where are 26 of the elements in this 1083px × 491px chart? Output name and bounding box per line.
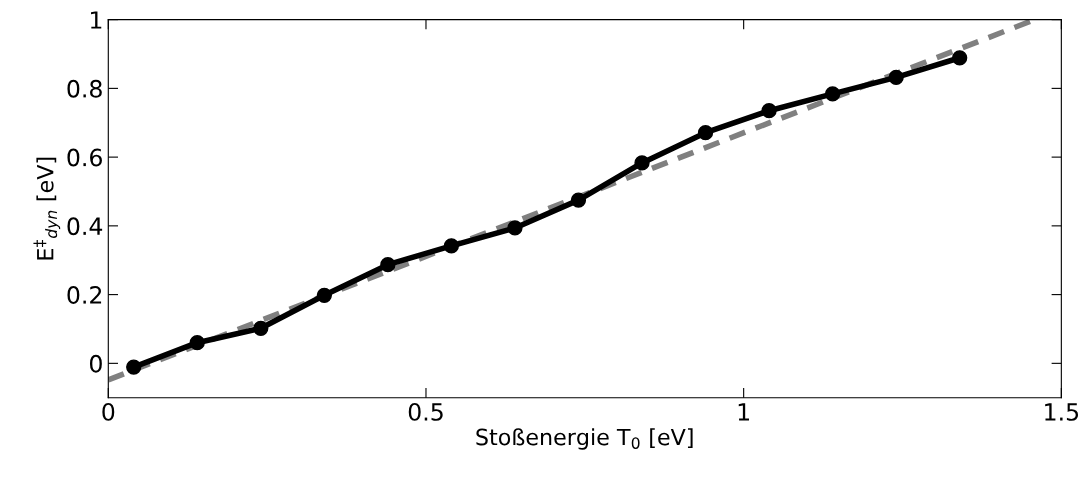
point	[634, 155, 650, 171]
point	[507, 220, 523, 236]
y-tick-label: 1	[91, 11, 102, 29]
point	[443, 238, 460, 254]
y-axis-title: E$^{‡}$$_{dyn}$ [eV]	[33, 157, 61, 260]
x-tick-label: 1	[738, 403, 749, 421]
x-axis-title: Stoßenergie T$_{0}$ [eV]	[476, 428, 693, 450]
point	[189, 335, 205, 351]
point	[952, 50, 968, 66]
point	[761, 103, 777, 119]
x-tick-label: 0.5	[408, 402, 443, 421]
point	[570, 192, 587, 208]
y-tick-label: 0.6	[67, 148, 102, 167]
x-tick-label: 0	[102, 402, 115, 421]
point	[126, 359, 142, 375]
point	[316, 287, 332, 303]
y-tick-label: 0.4	[67, 217, 103, 236]
x-tick-label: 1.5	[1045, 403, 1079, 421]
point	[888, 69, 904, 86]
y-tick-label: 0.2	[67, 286, 102, 304]
y-tick-label: 0.8	[67, 79, 102, 98]
point	[697, 125, 714, 141]
point	[824, 86, 841, 102]
point	[380, 257, 396, 273]
y-tick-label: 0	[89, 354, 102, 373]
point	[253, 320, 269, 336]
